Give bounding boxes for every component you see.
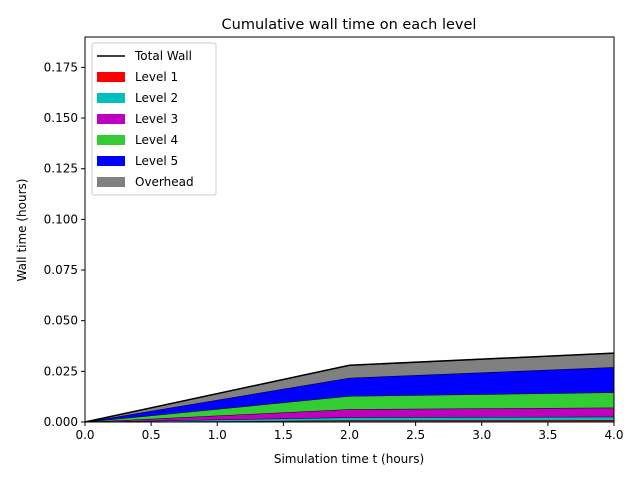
legend: Total Wall Level 1 Level 2 Level 3 Level 4 Le… — [91, 42, 217, 196]
x-tick-label: 1.0 — [208, 428, 227, 442]
legend-label-total-wall: Total Wall — [134, 49, 192, 63]
legend-swatch-level-3 — [97, 114, 125, 124]
x-tick-label: 4.0 — [604, 428, 623, 442]
y-tick-label: 0.100 — [44, 212, 78, 226]
x-axis: 0.0 0.5 1.0 1.5 2.0 2.5 3.0 3.5 4.0 — [75, 422, 624, 442]
legend-swatch-level-4 — [97, 135, 125, 145]
total-wall-line — [84, 352, 615, 423]
x-tick-label: 2.0 — [340, 428, 359, 442]
chart-title: Cumulative wall time on each level — [222, 17, 477, 33]
legend-label-level-3: Level 3 — [135, 112, 178, 126]
legend-label-level-4: Level 4 — [135, 133, 178, 147]
y-tick-label: 0.025 — [44, 364, 78, 378]
x-tick-label: 1.5 — [274, 428, 293, 442]
legend-label-level-5: Level 5 — [135, 154, 178, 168]
area-level-2 — [85, 416, 614, 422]
x-tick-label: 3.5 — [538, 428, 557, 442]
legend-swatch-overhead — [97, 177, 125, 187]
y-tick-label: 0.050 — [44, 314, 78, 328]
legend-swatch-level-5 — [97, 156, 125, 166]
legend-label-overhead: Overhead — [135, 175, 194, 189]
area-level-4 — [85, 392, 614, 422]
y-tick-label: 0.075 — [44, 263, 78, 277]
x-tick-label: 3.0 — [472, 428, 491, 442]
y-tick-label: 0.150 — [44, 111, 78, 125]
y-tick-label: 0.175 — [44, 60, 78, 74]
legend-swatch-level-2 — [97, 93, 125, 103]
y-axis: 0.000 0.025 0.050 0.075 0.100 0.125 0.150 0.175 — [44, 60, 85, 429]
x-tick-label: 0.5 — [142, 428, 161, 442]
x-tick-label: 0.0 — [75, 428, 94, 442]
area-level-3 — [85, 407, 614, 422]
area-overhead — [85, 353, 614, 422]
legend-label-level-2: Level 2 — [135, 91, 178, 105]
y-axis-label: Wall time (hours) — [15, 179, 29, 282]
x-axis-label: Simulation time t (hours) — [274, 452, 424, 466]
x-tick-label: 2.5 — [406, 428, 425, 442]
y-tick-label: 0.000 — [44, 415, 78, 429]
area-level-5 — [85, 367, 614, 422]
y-tick-label: 0.125 — [44, 162, 78, 176]
legend-label-level-1: Level 1 — [135, 70, 178, 84]
legend-swatch-level-1 — [97, 72, 125, 82]
